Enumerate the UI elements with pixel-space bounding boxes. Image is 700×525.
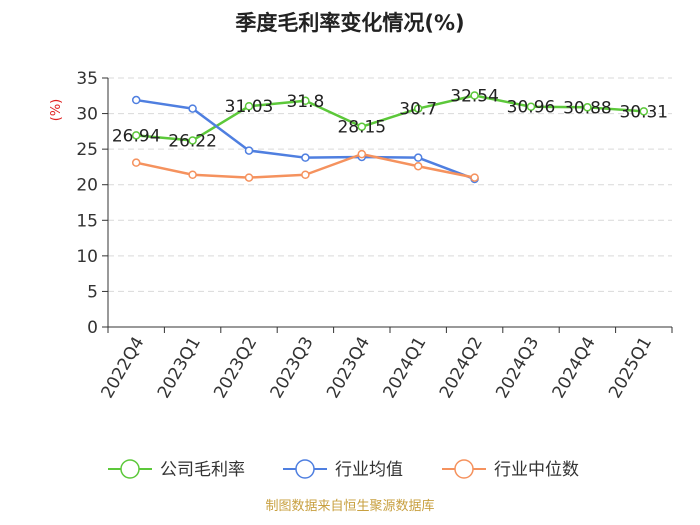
data-point	[131, 158, 141, 167]
x-tick-label: 2023Q4	[323, 334, 374, 402]
data-point	[301, 170, 310, 180]
x-tick-label: 2024Q2	[436, 334, 487, 402]
y-axis-unit: (%)	[49, 99, 64, 122]
data-point	[244, 101, 254, 111]
x-tick-label: 2024Q4	[549, 334, 600, 402]
legend-marker	[454, 459, 474, 479]
x-tick-label: 2024Q1	[379, 334, 430, 402]
data-point	[357, 149, 367, 159]
data-label: 31.03	[225, 97, 274, 117]
data-label: 26.94	[112, 126, 161, 146]
data-point	[131, 131, 141, 140]
data-point	[188, 104, 197, 113]
x-tick-label: 2025Q1	[605, 334, 656, 402]
data-label: 32.54	[450, 87, 499, 107]
y-tick-label: 25	[76, 140, 98, 160]
x-tick-label: 2023Q3	[267, 334, 318, 402]
legend-marker	[295, 459, 315, 479]
data-point	[131, 95, 141, 105]
y-tick-label: 20	[76, 176, 98, 196]
data-point	[244, 146, 254, 155]
legend: 公司毛利率 行业均值 行业中位数	[108, 459, 579, 480]
data-point	[639, 107, 649, 116]
x-tick-label: 2023Q2	[210, 334, 261, 402]
data-labels: 26.94 26.22 31.03 31.8 28.15 30.7 32.54 30.96 30…	[112, 87, 668, 152]
legend-label: 公司毛利率	[160, 460, 245, 480]
legend-marker	[120, 459, 140, 479]
x-tick-label: 2023Q1	[154, 334, 205, 402]
data-label: 30.31	[619, 102, 668, 122]
x-tick-label: 2024Q3	[492, 334, 543, 402]
y-tick-label: 15	[76, 211, 98, 231]
chart-title: 季度毛利率变化情况(%)	[235, 11, 464, 35]
data-label: 26.22	[168, 131, 217, 151]
data-label: 30.88	[563, 98, 612, 118]
data-point	[301, 153, 310, 162]
legend-label: 行业均值	[335, 460, 403, 480]
legend-item: 行业中位数	[442, 459, 579, 480]
data-label: 30.7	[399, 100, 437, 120]
data-point	[583, 103, 592, 112]
series-lines	[131, 91, 649, 184]
data-point	[526, 102, 536, 111]
data-label: 30.96	[507, 98, 556, 118]
data-point	[413, 104, 423, 113]
y-tick-label: 5	[87, 282, 98, 302]
data-point	[188, 136, 197, 145]
x-tick-label: 2022Q4	[97, 334, 148, 402]
legend-item: 公司毛利率	[108, 459, 245, 480]
data-point	[357, 122, 367, 131]
y-tick-label: 35	[76, 69, 98, 89]
data-point	[188, 170, 197, 180]
data-point	[244, 173, 254, 182]
series-line	[136, 94, 644, 142]
legend-label: 行业中位数	[494, 460, 579, 480]
source-note: 制图数据来自恒生聚源数据库	[265, 498, 434, 514]
y-tick-label: 0	[87, 318, 98, 338]
y-tick-label: 10	[76, 247, 98, 267]
legend-item: 行业均值	[283, 459, 403, 480]
data-point	[470, 91, 479, 100]
data-point	[413, 161, 423, 171]
grid-lines	[108, 77, 672, 292]
y-tick-label: 30	[76, 105, 98, 125]
data-label: 31.8	[286, 92, 324, 112]
data-point	[470, 173, 479, 182]
data-point	[301, 96, 310, 106]
data-point	[413, 153, 423, 162]
data-label: 28.15	[337, 118, 386, 138]
